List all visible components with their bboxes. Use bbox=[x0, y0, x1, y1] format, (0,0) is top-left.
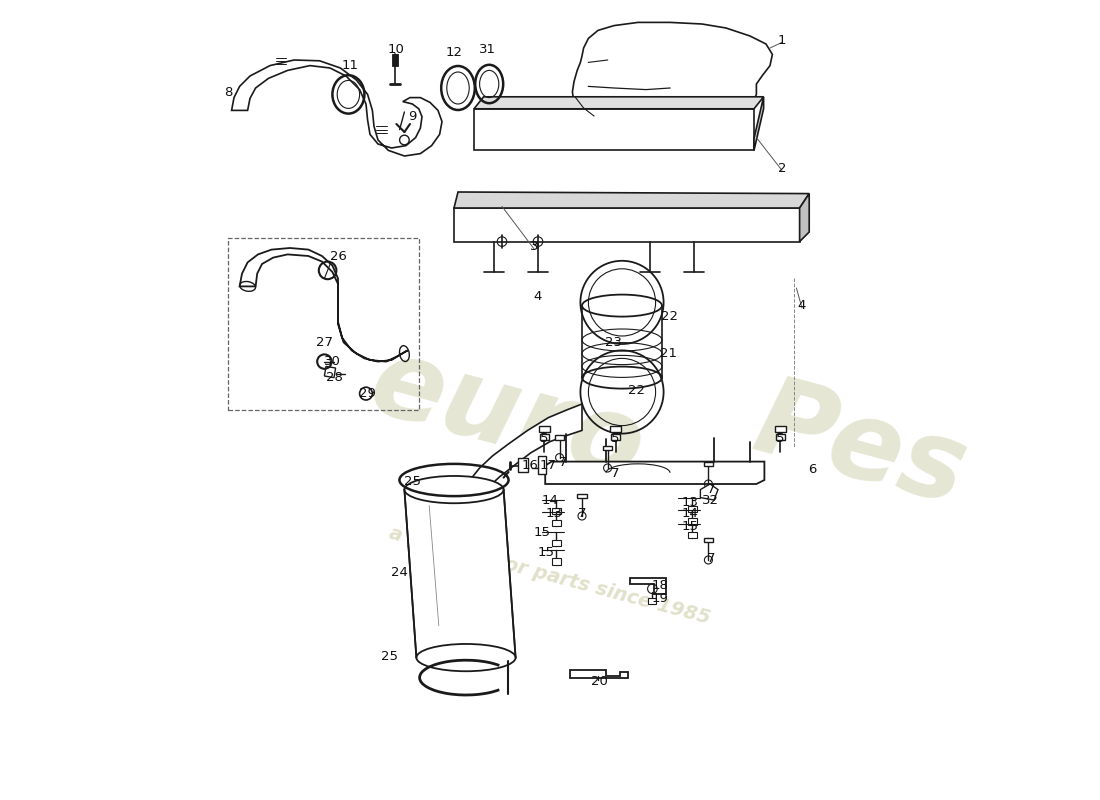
Polygon shape bbox=[324, 366, 336, 378]
Polygon shape bbox=[554, 435, 564, 440]
Text: 7: 7 bbox=[707, 483, 716, 496]
Polygon shape bbox=[551, 508, 561, 514]
Polygon shape bbox=[551, 540, 561, 546]
Text: 5: 5 bbox=[540, 432, 549, 445]
Text: a passion for parts since 1985: a passion for parts since 1985 bbox=[387, 524, 713, 628]
Text: 20: 20 bbox=[591, 675, 608, 688]
Polygon shape bbox=[610, 434, 620, 440]
Polygon shape bbox=[688, 518, 697, 525]
Polygon shape bbox=[754, 97, 763, 150]
Text: 18: 18 bbox=[652, 579, 669, 592]
Text: 29: 29 bbox=[360, 387, 376, 400]
Polygon shape bbox=[776, 434, 785, 440]
Text: 27: 27 bbox=[316, 336, 333, 349]
Text: 7: 7 bbox=[612, 467, 620, 480]
Polygon shape bbox=[610, 426, 621, 432]
Polygon shape bbox=[540, 434, 549, 440]
Text: 8: 8 bbox=[224, 86, 232, 98]
Text: 28: 28 bbox=[326, 371, 342, 384]
Polygon shape bbox=[570, 670, 628, 678]
Text: 4: 4 bbox=[534, 290, 542, 302]
Text: 15: 15 bbox=[538, 546, 554, 558]
Polygon shape bbox=[240, 248, 408, 362]
Text: 6: 6 bbox=[808, 463, 816, 476]
Text: 9: 9 bbox=[408, 110, 417, 122]
Text: 2: 2 bbox=[778, 162, 786, 174]
Text: 4: 4 bbox=[798, 299, 806, 312]
Polygon shape bbox=[463, 404, 582, 508]
Bar bbox=[229, 238, 419, 410]
Polygon shape bbox=[603, 446, 613, 450]
Polygon shape bbox=[774, 426, 786, 432]
Polygon shape bbox=[630, 578, 666, 594]
Polygon shape bbox=[454, 192, 810, 208]
Polygon shape bbox=[701, 484, 718, 500]
Polygon shape bbox=[704, 462, 713, 466]
Polygon shape bbox=[704, 538, 713, 542]
Text: 32: 32 bbox=[702, 494, 718, 506]
Polygon shape bbox=[546, 462, 764, 484]
Polygon shape bbox=[392, 54, 398, 66]
Polygon shape bbox=[572, 22, 772, 124]
Text: 16: 16 bbox=[521, 459, 538, 472]
Text: 23: 23 bbox=[605, 336, 623, 349]
Text: 14: 14 bbox=[682, 507, 698, 520]
Text: 22: 22 bbox=[628, 384, 645, 397]
Text: 15: 15 bbox=[534, 526, 550, 538]
Text: Pes: Pes bbox=[744, 369, 978, 527]
Polygon shape bbox=[539, 426, 550, 432]
Polygon shape bbox=[551, 558, 561, 565]
Text: 30: 30 bbox=[324, 355, 341, 368]
Text: 17: 17 bbox=[540, 459, 557, 472]
Polygon shape bbox=[538, 456, 546, 474]
Polygon shape bbox=[688, 506, 697, 512]
Polygon shape bbox=[474, 109, 754, 150]
Text: 25: 25 bbox=[382, 650, 398, 662]
Text: 31: 31 bbox=[480, 43, 496, 56]
Polygon shape bbox=[800, 194, 810, 242]
Polygon shape bbox=[551, 520, 561, 526]
Text: 7: 7 bbox=[559, 456, 568, 469]
Polygon shape bbox=[405, 490, 516, 658]
Ellipse shape bbox=[405, 476, 504, 503]
Text: 13: 13 bbox=[682, 496, 698, 509]
Text: 7: 7 bbox=[578, 507, 586, 520]
Text: 19: 19 bbox=[652, 592, 669, 605]
Text: 22: 22 bbox=[661, 310, 679, 322]
Text: euro: euro bbox=[359, 329, 656, 503]
Text: 11: 11 bbox=[341, 59, 359, 72]
Text: 21: 21 bbox=[660, 347, 676, 360]
Polygon shape bbox=[518, 458, 528, 472]
Text: 10: 10 bbox=[388, 43, 405, 56]
Text: 24: 24 bbox=[392, 566, 408, 578]
Polygon shape bbox=[578, 494, 586, 498]
Text: 1: 1 bbox=[778, 34, 786, 46]
Polygon shape bbox=[474, 97, 763, 109]
Ellipse shape bbox=[417, 644, 516, 671]
Text: 15: 15 bbox=[682, 520, 698, 533]
Text: 25: 25 bbox=[404, 475, 421, 488]
Polygon shape bbox=[688, 532, 697, 538]
Text: 26: 26 bbox=[330, 250, 346, 262]
Polygon shape bbox=[454, 208, 800, 242]
Polygon shape bbox=[232, 60, 442, 156]
Text: 7: 7 bbox=[707, 552, 716, 565]
Text: 5: 5 bbox=[612, 432, 620, 445]
Text: 5: 5 bbox=[777, 432, 784, 445]
Text: 14: 14 bbox=[541, 494, 559, 506]
Polygon shape bbox=[648, 598, 657, 604]
Text: 3: 3 bbox=[530, 240, 538, 253]
Text: 12: 12 bbox=[446, 46, 462, 58]
Text: 13: 13 bbox=[546, 507, 562, 520]
